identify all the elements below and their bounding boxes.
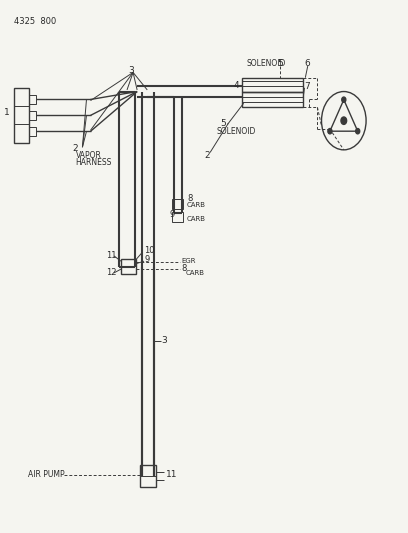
Text: 6: 6 [304, 60, 310, 68]
Text: 3: 3 [162, 336, 167, 345]
Circle shape [328, 128, 332, 134]
Text: 7: 7 [304, 82, 310, 91]
Text: 9: 9 [144, 255, 149, 264]
Text: 1: 1 [4, 108, 9, 117]
Text: 4325  800: 4325 800 [13, 17, 56, 26]
Circle shape [356, 128, 360, 134]
Text: 8: 8 [187, 194, 192, 203]
Text: CARB: CARB [187, 216, 206, 222]
Circle shape [342, 97, 346, 102]
Bar [29, 95, 36, 104]
Text: 10: 10 [144, 246, 155, 255]
Text: AIR PUMP: AIR PUMP [28, 471, 64, 479]
Text: HARNESS: HARNESS [75, 158, 112, 166]
Text: 11: 11 [166, 471, 177, 479]
Text: CARB: CARB [186, 270, 205, 276]
Text: 11: 11 [106, 252, 116, 261]
Text: 9: 9 [170, 210, 175, 219]
Text: 12: 12 [106, 268, 116, 277]
Bar [242, 92, 303, 108]
Bar [173, 213, 183, 222]
Text: SOLENOID: SOLENOID [216, 127, 255, 136]
Bar [242, 78, 303, 92]
Text: 4: 4 [233, 80, 239, 90]
Text: 2: 2 [72, 144, 78, 153]
Bar [29, 127, 36, 135]
Text: SOLENOID: SOLENOID [246, 60, 286, 68]
Text: VAPOR: VAPOR [75, 151, 102, 160]
Text: 3: 3 [128, 66, 134, 75]
Text: CARB: CARB [187, 202, 206, 208]
Bar [140, 465, 156, 487]
Text: EGR: EGR [181, 258, 195, 264]
Bar [13, 88, 29, 143]
Bar [121, 259, 135, 274]
Bar [29, 111, 36, 119]
Text: 5: 5 [277, 60, 283, 68]
Text: 5: 5 [220, 119, 226, 128]
Text: 8: 8 [181, 264, 186, 272]
Text: 2: 2 [204, 151, 210, 160]
Bar [173, 199, 183, 209]
Circle shape [341, 117, 347, 124]
